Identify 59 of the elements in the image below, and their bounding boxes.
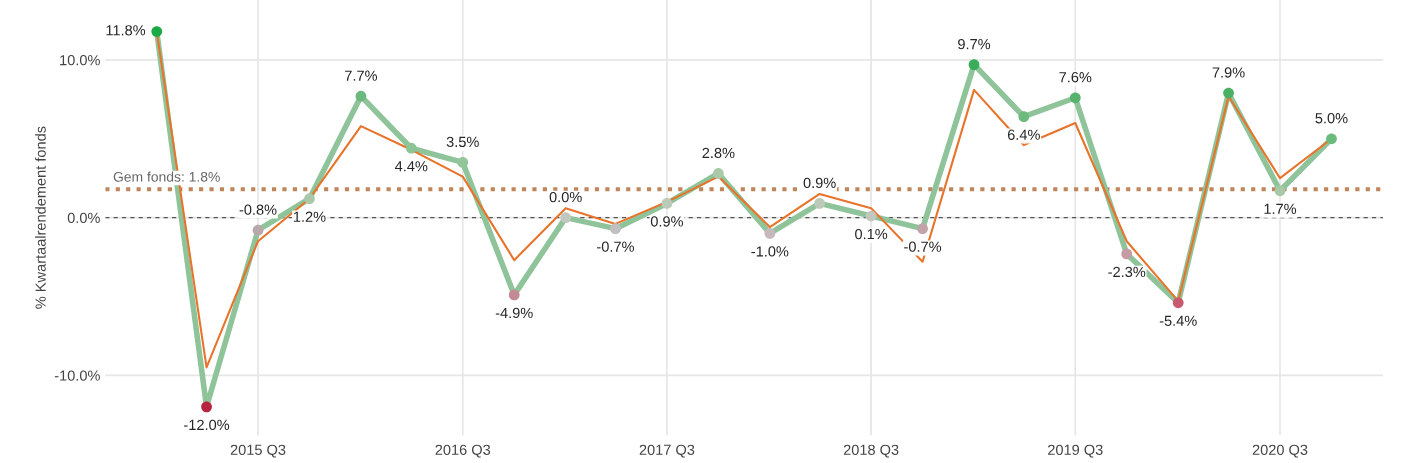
data-label: -1.0% — [751, 246, 789, 257]
point — [1069, 92, 1081, 104]
point — [201, 401, 212, 413]
point — [457, 157, 469, 168]
y-tick-label: -10.0% — [54, 370, 100, 381]
x-tick-label: 2020 Q3 — [1252, 444, 1308, 458]
y-axis-title: % Kwartaalrendement fonds — [35, 126, 46, 309]
point — [1172, 297, 1184, 309]
ref-line-label: Gem fonds: 1.8% — [113, 171, 220, 182]
data-label: 9.7% — [958, 38, 991, 50]
point — [865, 210, 877, 222]
data-label: 1.2% — [293, 211, 326, 222]
point — [1121, 248, 1133, 260]
point — [151, 26, 163, 37]
data-label: 6.4% — [1007, 129, 1040, 140]
point — [1018, 111, 1030, 123]
x-tick-label: 2018 Q3 — [843, 444, 899, 458]
data-label: 2.8% — [702, 147, 735, 159]
point — [508, 289, 520, 301]
data-label: -0.7% — [904, 241, 942, 252]
data-label: 1.7% — [1264, 203, 1297, 214]
data-label: 7.7% — [345, 70, 378, 81]
data-label: 4.4% — [395, 161, 428, 172]
data-label: -0.8% — [239, 204, 277, 215]
data-label: 0.9% — [650, 216, 684, 227]
y-tick-label: 10.0% — [60, 55, 100, 66]
point — [355, 90, 367, 102]
data-label: -5.4% — [1159, 315, 1197, 326]
data-label: -2.3% — [1108, 266, 1146, 278]
point — [1223, 87, 1234, 99]
data-label: 7.9% — [1212, 67, 1245, 78]
data-label: 0.9% — [803, 177, 836, 189]
point — [405, 142, 417, 154]
x-tick-label: 2016 Q3 — [435, 444, 491, 458]
data-label: 7.6% — [1059, 72, 1092, 83]
data-label: 0.0% — [549, 191, 582, 203]
point — [304, 193, 315, 205]
point — [814, 198, 826, 209]
point — [764, 228, 776, 239]
point — [713, 168, 724, 179]
data-label: -0.7% — [597, 241, 634, 252]
data-label: -4.9% — [495, 307, 533, 319]
point — [252, 224, 264, 236]
point — [968, 59, 980, 71]
data-label: 3.5% — [446, 136, 479, 148]
x-tick-label: 2019 Q3 — [1048, 444, 1103, 458]
data-label: 11.8% — [106, 25, 146, 36]
point — [661, 198, 673, 209]
point — [610, 223, 621, 235]
point — [1326, 133, 1337, 145]
data-label: -12.0% — [184, 419, 230, 431]
point — [917, 223, 928, 235]
point — [1274, 185, 1286, 197]
point — [560, 212, 572, 223]
data-label: 5.0% — [1315, 113, 1348, 124]
x-tick-label: 2015 Q3 — [230, 444, 286, 458]
data-label: 0.1% — [855, 228, 888, 240]
x-tick-label: 2017 Q3 — [639, 444, 695, 458]
y-tick-label: 0.0% — [67, 212, 100, 224]
